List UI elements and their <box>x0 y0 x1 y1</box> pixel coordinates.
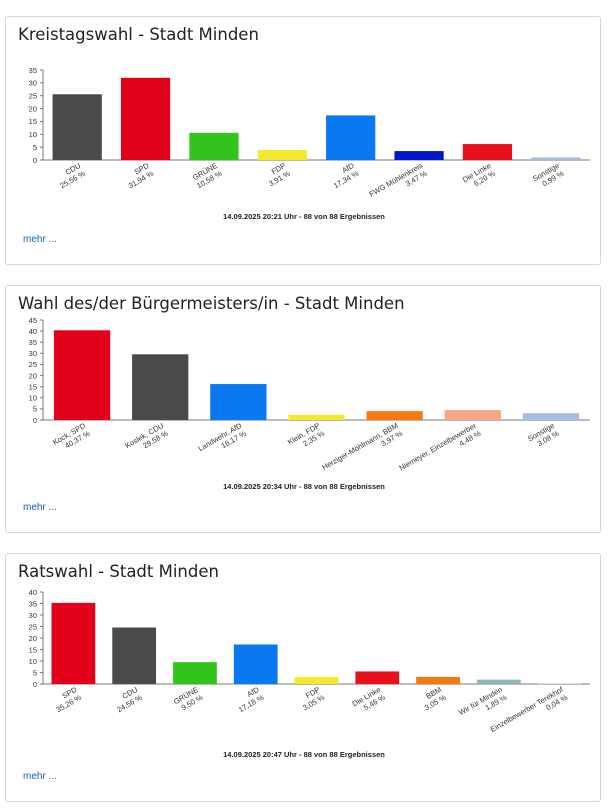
card-title: Wahl des/der Bürgermeisters/in - Stadt M… <box>18 294 405 313</box>
results-footer: 14.09.2025 20:47 Uhr - 88 von 88 Ergebni… <box>223 750 385 759</box>
y-tick-label: 30 <box>29 611 37 620</box>
y-tick-label: 10 <box>29 657 37 666</box>
y-tick-label: 40 <box>29 588 37 597</box>
more-link[interactable]: mehr ... <box>23 771 57 782</box>
y-tick-label: 40 <box>29 327 37 336</box>
y-tick-label: 25 <box>29 622 37 631</box>
y-tick-label: 10 <box>29 394 37 403</box>
y-tick-label: 20 <box>29 371 37 380</box>
y-tick-label: 30 <box>29 79 37 88</box>
results-footer: 14.09.2025 20:34 Uhr - 88 von 88 Ergebni… <box>223 482 385 491</box>
bar[interactable] <box>189 132 239 160</box>
chart-card-ratswahl: Ratswahl - Stadt Minden 0 5 10 15 20 25 30 35 40… <box>5 553 601 802</box>
card-title: Ratswahl - Stadt Minden <box>18 562 219 581</box>
more-link[interactable]: mehr ... <box>23 234 57 245</box>
chart-card-buergermeisterwahl: Wahl des/der Bürgermeisters/in - Stadt M… <box>5 285 601 533</box>
y-tick-label: 25 <box>29 360 37 369</box>
bar[interactable] <box>53 330 111 420</box>
bar[interactable] <box>210 384 267 420</box>
y-tick-label: 25 <box>29 92 37 101</box>
results-footer: 14.09.2025 20:21 Uhr - 88 von 88 Ergebni… <box>223 212 385 221</box>
y-tick-label: 35 <box>29 66 37 75</box>
chart-card-kreistagswahl: Kreistagswahl - Stadt Minden 0 5 10 15 20 25 3… <box>5 16 601 265</box>
bar[interactable] <box>132 354 189 420</box>
bar[interactable] <box>537 683 582 684</box>
bar[interactable] <box>288 414 345 420</box>
bar[interactable] <box>326 115 376 160</box>
y-tick-label: 15 <box>29 382 37 391</box>
bar[interactable] <box>52 94 102 160</box>
bar[interactable] <box>366 411 423 420</box>
y-tick-label: 20 <box>29 634 37 643</box>
bar[interactable] <box>531 157 581 160</box>
x-tick-label: Niemeyer, Einzelbewerber <box>397 421 478 473</box>
y-tick-label: 15 <box>29 645 37 654</box>
bar[interactable] <box>120 77 171 160</box>
y-tick-label: 5 <box>33 668 37 677</box>
y-tick-label: 10 <box>29 130 37 139</box>
bar[interactable] <box>522 413 580 420</box>
bar[interactable] <box>444 410 501 420</box>
bar[interactable] <box>476 679 521 684</box>
y-tick-label: 35 <box>29 599 37 608</box>
bar[interactable] <box>233 644 278 684</box>
y-tick-label: 15 <box>29 117 37 126</box>
bar[interactable] <box>462 144 513 160</box>
bar[interactable] <box>355 671 400 684</box>
bar[interactable] <box>416 676 460 684</box>
y-tick-label: 0 <box>33 156 37 165</box>
bar[interactable] <box>394 151 444 160</box>
more-link[interactable]: mehr ... <box>23 502 57 513</box>
y-tick-label: 35 <box>29 338 37 347</box>
y-tick-label: 20 <box>29 104 37 113</box>
y-tick-label: 5 <box>33 143 37 152</box>
y-tick-label: 0 <box>33 416 37 425</box>
y-tick-label: 0 <box>33 680 37 689</box>
bar[interactable] <box>294 676 339 684</box>
y-tick-label: 30 <box>29 349 37 358</box>
bar[interactable] <box>173 662 217 684</box>
bar[interactable] <box>51 602 96 684</box>
bar[interactable] <box>257 149 307 160</box>
y-tick-label: 5 <box>33 405 37 414</box>
bar[interactable] <box>112 627 157 684</box>
x-tick-label: Herziger-Möhlmann, BBM <box>320 421 399 472</box>
card-title: Kreistagswahl - Stadt Minden <box>18 25 259 44</box>
y-tick-label: 45 <box>29 316 37 325</box>
